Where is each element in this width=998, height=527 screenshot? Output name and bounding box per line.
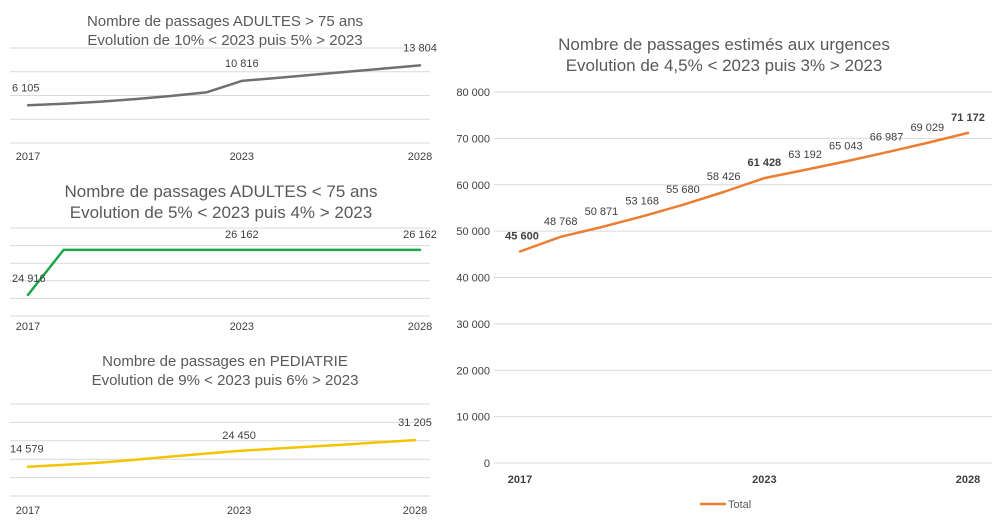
chart-subtitle: Evolution de 9% < 2023 puis 6% > 2023 xyxy=(92,372,359,389)
data-label: 14 579 xyxy=(10,444,44,456)
data-label: 45 600 xyxy=(505,231,539,243)
data-label: 31 205 xyxy=(398,417,432,429)
chart-subtitle: Evolution de 10% < 2023 puis 5% > 2023 xyxy=(87,32,362,49)
series-line xyxy=(26,248,422,297)
series-line xyxy=(26,64,422,107)
y-tick-label: 10 000 xyxy=(456,412,490,424)
data-label: 66 987 xyxy=(870,131,904,143)
y-tick-label: 20 000 xyxy=(456,365,490,377)
chart-subtitle: Evolution de 5% < 2023 puis 4% > 2023 xyxy=(70,203,372,222)
chart-pediatrie: Nombre de passages en PEDIATRIE Evolutio… xyxy=(10,353,432,517)
series-line xyxy=(26,438,417,468)
data-label: 55 680 xyxy=(666,184,700,196)
data-label: 48 768 xyxy=(544,216,578,228)
y-tick-label: 30 000 xyxy=(456,319,490,331)
x-tick-label: 2017 xyxy=(16,151,40,163)
y-tick-label: 60 000 xyxy=(456,180,490,192)
data-label: 26 162 xyxy=(225,229,259,241)
y-tick-label: 50 000 xyxy=(456,226,490,238)
data-label: 26 162 xyxy=(403,229,437,241)
x-tick-label: 2023 xyxy=(230,151,254,163)
data-label: 63 192 xyxy=(788,149,822,161)
x-tick-label: 2017 xyxy=(508,474,532,486)
data-label: 69 029 xyxy=(910,122,944,134)
y-tick-label: 80 000 xyxy=(456,87,490,99)
x-tick-label: 2017 xyxy=(16,321,40,333)
data-label: 6 105 xyxy=(12,82,40,94)
chart-title: Nombre de passages estimés aux urgences xyxy=(558,35,890,54)
x-tick-label: 2028 xyxy=(956,474,980,486)
data-label: 24 916 xyxy=(12,273,46,285)
data-label: 61 428 xyxy=(748,157,782,169)
data-label: 65 043 xyxy=(829,140,863,152)
data-label: 71 172 xyxy=(951,112,985,124)
data-label: 13 804 xyxy=(403,42,437,54)
chart-total-urgences: Nombre de passages estimés aux urgences … xyxy=(456,35,992,511)
x-tick-label: 2028 xyxy=(408,321,432,333)
chart-title: Nombre de passages ADULTES > 75 ans xyxy=(87,13,363,30)
data-label: 24 450 xyxy=(222,430,256,442)
x-tick-label: 2017 xyxy=(16,505,40,517)
y-tick-label: 0 xyxy=(484,458,490,470)
data-label: 10 816 xyxy=(225,58,259,70)
chart-adultes-moins-75: Nombre de passages ADULTES < 75 ans Evol… xyxy=(10,182,437,333)
chart-subtitle: Evolution de 4,5% < 2023 puis 3% > 2023 xyxy=(566,56,883,75)
x-tick-label: 2028 xyxy=(403,505,427,517)
x-tick-label: 2023 xyxy=(227,505,251,517)
x-tick-label: 2028 xyxy=(408,151,432,163)
series-line xyxy=(518,131,970,253)
y-tick-label: 40 000 xyxy=(456,273,490,285)
data-label: 50 871 xyxy=(585,206,619,218)
chart-adultes-plus-75: Nombre de passages ADULTES > 75 ans Evol… xyxy=(10,13,437,163)
y-tick-label: 70 000 xyxy=(456,133,490,145)
chart-title: Nombre de passages en PEDIATRIE xyxy=(102,353,348,370)
chart-title: Nombre de passages ADULTES < 75 ans xyxy=(65,182,378,201)
x-tick-label: 2023 xyxy=(230,321,254,333)
x-tick-label: 2023 xyxy=(752,474,776,486)
data-label: 53 168 xyxy=(625,195,659,207)
legend-label: Total xyxy=(728,499,751,511)
data-label: 58 426 xyxy=(707,171,741,183)
